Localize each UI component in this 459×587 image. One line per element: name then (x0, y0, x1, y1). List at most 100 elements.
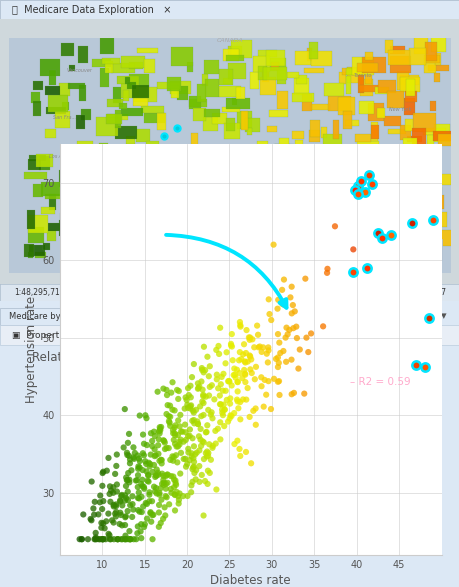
Point (274, 362, 281, 372)
Point (208, 380, 215, 390)
Point (106, 482, 113, 491)
Point (221, 405, 228, 414)
Point (162, 491, 169, 501)
Point (292, 322, 299, 331)
FancyBboxPatch shape (145, 241, 151, 252)
FancyBboxPatch shape (398, 147, 419, 162)
Point (163, 390, 170, 400)
FancyBboxPatch shape (121, 56, 145, 68)
FancyBboxPatch shape (103, 177, 111, 187)
Point (144, 470, 151, 480)
Point (90, 535, 98, 544)
FancyBboxPatch shape (411, 221, 419, 234)
FancyBboxPatch shape (269, 192, 288, 201)
Point (193, 448, 200, 457)
Point (219, 410, 226, 420)
FancyBboxPatch shape (262, 162, 269, 167)
FancyBboxPatch shape (326, 231, 337, 247)
Point (105, 509, 112, 518)
Point (202, 452, 210, 461)
FancyBboxPatch shape (87, 181, 102, 193)
Point (199, 437, 206, 446)
FancyBboxPatch shape (107, 114, 128, 120)
Point (95, 535, 102, 544)
Point (98, 535, 106, 544)
Point (136, 456, 143, 465)
FancyBboxPatch shape (0, 0, 459, 19)
Point (285, 325, 292, 335)
FancyBboxPatch shape (404, 225, 411, 236)
Point (165, 411, 172, 421)
Point (165, 417, 172, 426)
FancyBboxPatch shape (345, 249, 354, 257)
Point (290, 388, 297, 397)
Point (151, 487, 158, 496)
FancyBboxPatch shape (189, 99, 207, 107)
Point (197, 377, 205, 386)
Point (170, 453, 177, 462)
FancyBboxPatch shape (327, 96, 350, 111)
Point (143, 514, 151, 524)
Point (147, 429, 154, 438)
FancyBboxPatch shape (415, 198, 423, 208)
Point (140, 451, 147, 460)
Point (158, 469, 166, 478)
Text: 1:48,295,715: 1:48,295,715 (14, 288, 64, 297)
FancyBboxPatch shape (363, 187, 373, 195)
FancyBboxPatch shape (335, 188, 357, 198)
FancyBboxPatch shape (406, 136, 421, 141)
Point (122, 531, 129, 541)
FancyBboxPatch shape (204, 109, 219, 117)
FancyBboxPatch shape (74, 220, 84, 237)
Point (145, 477, 152, 486)
FancyBboxPatch shape (403, 98, 414, 114)
FancyBboxPatch shape (45, 129, 56, 139)
FancyBboxPatch shape (127, 228, 146, 245)
Point (102, 517, 110, 526)
FancyBboxPatch shape (125, 136, 135, 147)
Point (101, 524, 108, 533)
Text: – R2 = 0.59: – R2 = 0.59 (349, 377, 410, 387)
Point (242, 395, 249, 404)
Point (175, 440, 183, 449)
Point (263, 349, 270, 359)
Point (179, 437, 187, 446)
Point (168, 405, 176, 414)
Point (184, 444, 191, 454)
FancyBboxPatch shape (78, 46, 88, 63)
Text: Medicare by County :...pertension Rate   ×: Medicare by County :...pertension Rate × (9, 312, 188, 321)
Point (234, 387, 241, 396)
Point (90, 510, 98, 519)
FancyBboxPatch shape (374, 87, 388, 94)
Point (145, 458, 152, 467)
Point (153, 465, 160, 474)
FancyBboxPatch shape (192, 108, 206, 122)
Point (229, 356, 236, 365)
Point (186, 404, 194, 413)
Point (146, 497, 153, 506)
Point (134, 528, 141, 538)
Point (157, 458, 165, 468)
Point (117, 491, 124, 501)
FancyBboxPatch shape (207, 204, 218, 213)
FancyBboxPatch shape (304, 68, 323, 73)
Point (246, 412, 253, 421)
FancyBboxPatch shape (170, 86, 178, 99)
FancyBboxPatch shape (257, 50, 276, 57)
FancyBboxPatch shape (228, 46, 241, 56)
Point (156, 429, 163, 438)
Point (151, 451, 158, 461)
FancyBboxPatch shape (435, 53, 440, 65)
Point (135, 488, 142, 497)
FancyBboxPatch shape (414, 37, 427, 53)
Point (166, 418, 173, 427)
Point (174, 499, 182, 508)
Point (264, 343, 271, 352)
Point (159, 514, 167, 524)
FancyBboxPatch shape (347, 157, 369, 170)
FancyBboxPatch shape (389, 168, 395, 174)
Point (144, 476, 151, 485)
Point (251, 375, 258, 384)
Point (129, 491, 136, 501)
Point (106, 489, 113, 498)
